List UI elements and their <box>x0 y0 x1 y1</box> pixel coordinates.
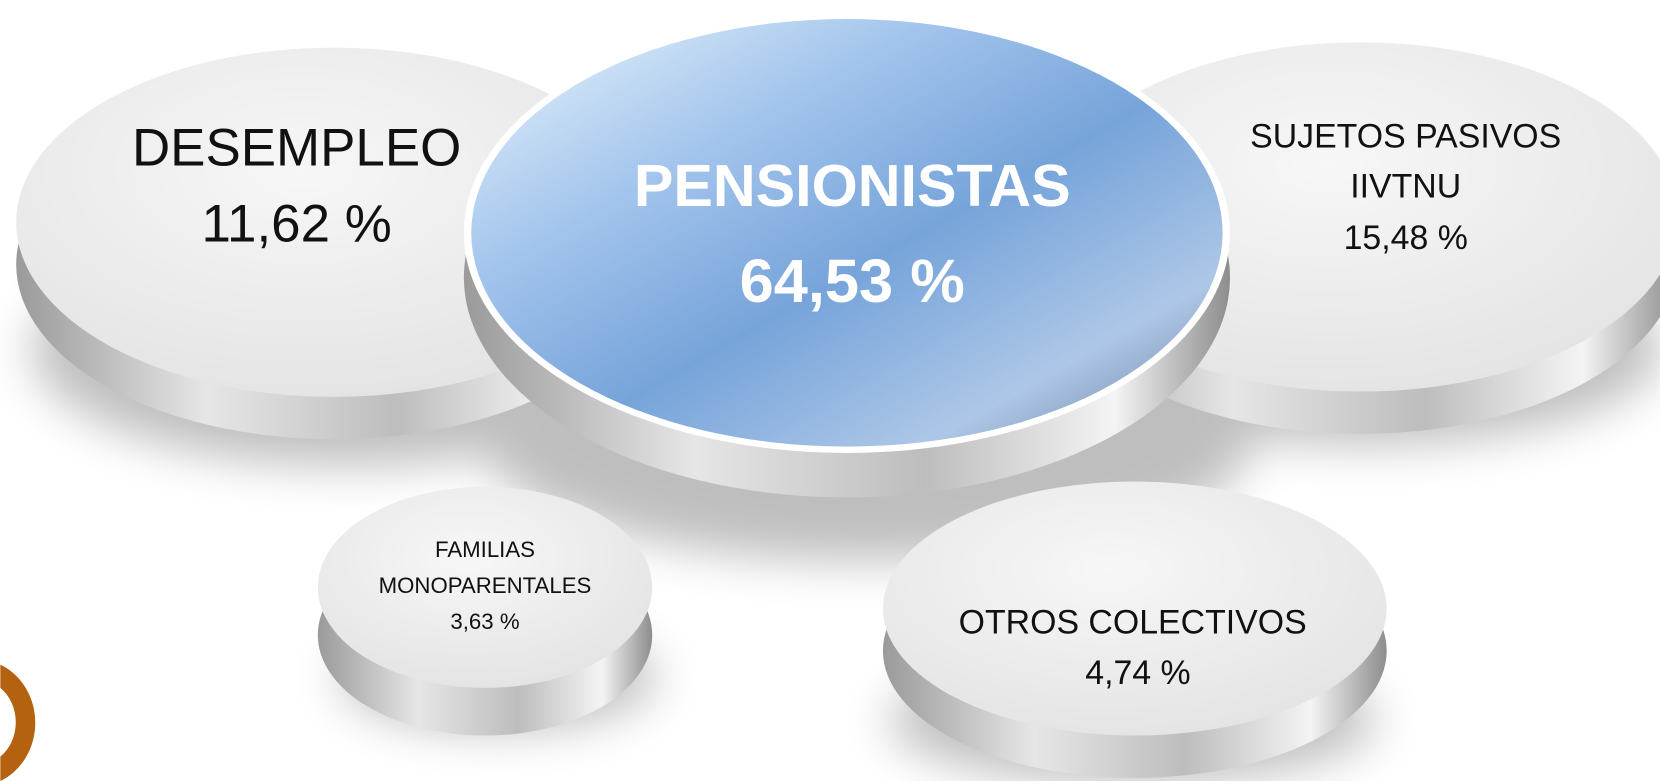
label: OTROS COLECTIVOS <box>959 603 1307 641</box>
label: MONOPARENTALES <box>379 573 592 598</box>
disc-familias <box>317 486 653 736</box>
label: IIVTNU <box>1350 167 1461 205</box>
label: DESEMPLEO <box>132 118 461 177</box>
label: SUJETOS PASIVOS <box>1250 118 1561 156</box>
value: 64,53 % <box>740 247 965 316</box>
label: FAMILIAS <box>435 537 535 562</box>
value: 4,74 % <box>1085 654 1190 692</box>
value: 15,48 % <box>1344 219 1468 257</box>
logo-ring <box>0 664 36 781</box>
disc-pensionistas <box>463 12 1231 498</box>
value: 11,62 % <box>202 195 392 254</box>
value: 3,63 % <box>450 609 519 634</box>
label: PENSIONISTAS <box>634 152 1071 219</box>
disc-otros <box>882 481 1387 778</box>
